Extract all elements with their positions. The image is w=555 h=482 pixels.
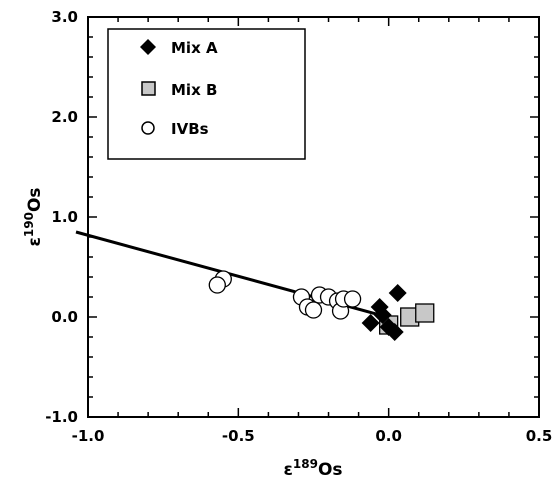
axis-ticks xyxy=(87,16,540,418)
x-tick-label: -1.0 xyxy=(72,427,105,445)
point-ivbs xyxy=(208,276,226,294)
y-tick-label: 2.0 xyxy=(51,108,78,126)
legend-marker-ivbs xyxy=(141,121,155,135)
x-tick-label: 0.5 xyxy=(526,427,553,445)
data-points xyxy=(208,270,435,341)
legend-marker-mix-a xyxy=(140,39,156,55)
legend-marker-mix-b xyxy=(141,81,156,96)
y-tick-label: 0.0 xyxy=(51,308,78,326)
point-mix-a xyxy=(373,306,392,324)
legend-box xyxy=(107,28,306,160)
y-tick-label: 3.0 xyxy=(51,8,78,26)
y-tick-label: -1.0 xyxy=(45,408,78,426)
axis-tick-labels: -1.0 -0.5 0.0 0.5 -1.0 0.0 1.0 2.0 3.0 xyxy=(45,8,552,445)
point-mix-a xyxy=(361,314,380,332)
legend-label-mix-a: Mix A xyxy=(171,39,218,57)
point-ivbs xyxy=(304,301,323,319)
point-mix-a xyxy=(385,323,404,341)
legend-label-mix-b: Mix B xyxy=(171,81,217,99)
point-mix-a xyxy=(388,284,407,302)
point-mix-b xyxy=(415,303,435,323)
legend: Mix A Mix B IVBs xyxy=(107,28,306,160)
y-axis-title: ε190Os xyxy=(22,187,45,246)
point-ivbs xyxy=(343,290,362,308)
x-axis-title: ε189Os xyxy=(283,457,342,480)
legend-label-ivbs: IVBs xyxy=(171,120,209,138)
x-tick-label: 0.0 xyxy=(375,427,402,445)
y-tick-label: 1.0 xyxy=(51,208,78,226)
x-tick-label: -0.5 xyxy=(222,427,255,445)
